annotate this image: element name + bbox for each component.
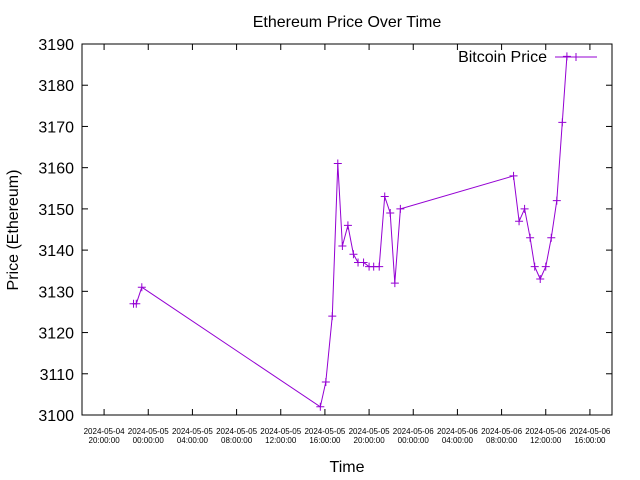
data-point [536, 274, 545, 283]
x-tick-label-time: 16:00:00 [309, 436, 341, 445]
y-tick-label: 3180 [38, 78, 74, 95]
y-tick-label: 3150 [38, 202, 74, 219]
x-tick-label-date: 2024-05-05 [304, 427, 345, 436]
y-axis: 3100 3110 3120 3130 3140 3150 3160 3170 3180 3190 [38, 37, 612, 425]
x-tick-label-time: 08:00:00 [486, 436, 518, 445]
data-point [328, 312, 337, 321]
x-tick-label-date: 2024-05-05 [349, 427, 390, 436]
y-tick-label: 3170 [38, 119, 74, 136]
x-tick-label-date: 2024-05-05 [172, 427, 213, 436]
x-tick-label-time: 00:00:00 [398, 436, 430, 445]
data-point [343, 221, 352, 230]
x-tick-label-date: 2024-05-05 [128, 427, 169, 436]
data-point [333, 159, 342, 168]
data-point [359, 258, 368, 267]
x-tick-label-date: 2024-05-06 [525, 427, 566, 436]
y-tick-label: 3190 [38, 37, 74, 54]
x-tick-label-time: 04:00:00 [442, 436, 474, 445]
y-tick-label: 3110 [40, 367, 75, 384]
data-point [396, 204, 405, 213]
x-tick-label-time: 20:00:00 [89, 436, 121, 445]
data-point [375, 262, 384, 271]
data-point [558, 118, 567, 127]
x-tick-label-date: 2024-05-04 [84, 427, 125, 436]
data-point [349, 250, 358, 259]
x-tick-label-time: 12:00:00 [265, 436, 297, 445]
data-point [552, 196, 561, 205]
y-tick-label: 3130 [38, 284, 74, 301]
data-point [390, 279, 399, 288]
x-axis: 2024-05-0420:00:002024-05-0500:00:002024… [84, 44, 611, 445]
data-point [515, 217, 524, 226]
data-point [541, 262, 550, 271]
x-tick-label-time: 08:00:00 [221, 436, 253, 445]
x-tick-label-date: 2024-05-05 [216, 427, 257, 436]
data-point [547, 233, 556, 242]
data-point [338, 241, 347, 250]
x-tick-label-date: 2024-05-06 [569, 427, 610, 436]
legend-marker-plus [572, 53, 580, 61]
y-tick-label: 3100 [38, 408, 74, 425]
x-tick-label-time: 04:00:00 [177, 436, 209, 445]
y-tick-label: 3160 [38, 161, 74, 178]
series-layer [129, 52, 571, 411]
data-point [316, 402, 325, 411]
data-point [520, 204, 529, 213]
data-point [380, 192, 389, 201]
x-tick-label-time: 12:00:00 [530, 436, 562, 445]
x-tick-label-date: 2024-05-05 [260, 427, 301, 436]
series-line [133, 56, 568, 408]
data-point [526, 233, 535, 242]
x-tick-label-date: 2024-05-06 [437, 427, 478, 436]
data-point [321, 378, 330, 387]
x-tick-label-time: 16:00:00 [574, 436, 606, 445]
y-tick-label: 3140 [38, 243, 74, 260]
data-point [509, 171, 518, 180]
x-tick-label-date: 2024-05-06 [481, 427, 522, 436]
x-axis-label: Time [330, 459, 365, 476]
y-tick-label: 3120 [38, 326, 74, 343]
data-point [562, 52, 571, 61]
data-point [386, 209, 395, 218]
x-tick-label-time: 00:00:00 [133, 436, 165, 445]
data-point [132, 299, 141, 308]
x-tick-label-date: 2024-05-06 [393, 427, 434, 436]
data-point [137, 283, 146, 292]
legend-marker [572, 53, 580, 61]
chart-title: Ethereum Price Over Time [253, 14, 442, 31]
y-axis-label: Price (Ethereum) [5, 170, 22, 291]
plot-frame [81, 43, 613, 416]
legend: Bitcoin Price [458, 49, 597, 66]
legend-label: Bitcoin Price [458, 49, 547, 66]
data-point [530, 262, 539, 271]
x-tick-label-time: 20:00:00 [354, 436, 386, 445]
